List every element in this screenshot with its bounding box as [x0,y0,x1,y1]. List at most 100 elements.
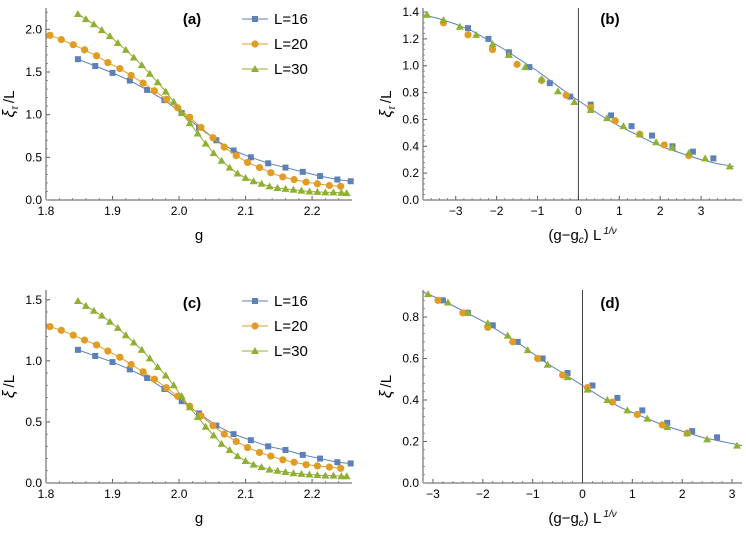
data-point-l20 [243,443,252,452]
data-point-l20 [558,371,567,379]
data-point-l30 [463,308,472,316]
data-point-l20 [513,60,521,68]
data-point-l30 [249,177,258,185]
data-point-l30 [643,414,652,422]
series-l30 [423,10,734,170]
data-point-l20 [127,71,135,80]
legend-label: L=16 [274,293,308,310]
data-point-l20 [534,354,542,363]
data-point-l30 [241,457,250,465]
x-tick-label: −3 [449,204,463,218]
data-point-l20 [209,421,217,430]
data-point-l16 [317,455,324,462]
data-point-l20 [488,46,497,54]
data-point-l30 [137,345,146,353]
x-axis-label: (g−gc) L 1/ν [548,226,616,246]
data-point-l30 [193,129,202,137]
data-point-l20 [150,87,159,95]
x-tick-label: 0 [579,487,586,501]
data-point-l20 [279,456,287,464]
legend-label: L=30 [274,61,308,78]
data-point-l30 [177,392,186,400]
data-point-l20 [290,458,298,466]
data-point-l16 [74,346,81,353]
data-point-l30 [337,472,346,480]
data-point-l20 [209,134,217,142]
data-point-l16 [265,443,272,450]
panel-b: −3 −2 −1 0 1 2 3 0.0 0.2 0.4 0.6 0.8 1.0 1.2 1.4 (b) (g−… [376,5,742,246]
y-tick-label: 0.2 [402,434,419,448]
data-point-l30 [521,63,530,71]
x-tick-label: 2.0 [171,204,188,218]
data-point-l20 [116,64,124,73]
data-point-l30 [443,298,452,306]
data-point-l20 [92,341,101,349]
data-point-l20 [220,430,228,438]
series-l16 [439,297,721,441]
data-point-l30 [488,40,497,48]
data-point-l30 [313,471,322,479]
data-point-l30 [289,469,298,477]
data-point-l20 [220,143,228,151]
data-point-l30 [668,143,677,151]
y-tick-label: 0.0 [25,476,42,490]
data-point-l30 [201,139,210,147]
data-point-l16 [334,176,341,183]
data-point-l30 [145,69,154,77]
series-l30 [73,296,351,480]
data-point-l30 [169,381,178,389]
data-point-l30 [113,38,122,46]
data-point-l16 [649,132,656,139]
panel-label: (c) [183,295,201,312]
legend-entry-l20: L=20 [242,36,308,53]
legend-label: L=20 [274,318,308,335]
data-point-l20 [92,52,101,60]
series-l16 [74,56,354,185]
data-point-l16 [109,69,116,76]
y-tick-label: 0.5 [25,150,42,164]
data-point-l20 [232,152,240,160]
data-point-l30 [537,75,546,83]
data-point-l30 [313,187,322,195]
data-point-l20 [139,79,147,87]
data-point-l20 [562,91,570,99]
data-point-l30 [153,362,162,370]
data-point-l20 [127,360,135,369]
x-tick-label: 2 [657,204,664,218]
data-point-l20 [611,117,619,125]
y-tick-label: 0.0 [402,476,419,490]
data-point-l20 [290,175,298,184]
data-point-l20 [509,338,517,346]
data-point-l30 [703,435,712,443]
data-point-l30 [281,468,290,476]
series-l16-line [77,349,351,464]
data-point-l16 [439,297,446,304]
data-point-l20 [69,331,77,339]
data-point-l30 [153,78,162,86]
y-tick-label: 0.4 [402,393,419,407]
panel-label: (d) [600,295,619,312]
series-l30 [423,290,742,449]
data-point-l30 [583,385,592,393]
panel-label: (a) [183,11,201,28]
data-point-l16 [639,407,646,414]
data-point-l16 [589,382,596,389]
legend: L=16 L=20 L=30 [242,293,308,360]
data-point-l30 [145,354,154,362]
data-point-l30 [684,149,693,157]
data-point-l16 [485,35,492,42]
x-tick-label: 2 [679,487,686,501]
data-point-l20 [464,31,472,39]
data-point-l30 [225,446,234,454]
data-point-l30 [297,469,306,477]
data-point-l30 [586,106,595,114]
data-point-l30 [305,470,314,478]
y-tick-label: 1.4 [402,5,419,19]
data-point-l30 [89,306,98,314]
data-point-l20 [162,384,171,392]
data-point-l20 [139,368,147,376]
data-point-l30 [193,413,202,421]
data-point-l20 [69,41,77,49]
data-point-l30 [273,184,282,192]
data-point-l16 [299,451,306,458]
